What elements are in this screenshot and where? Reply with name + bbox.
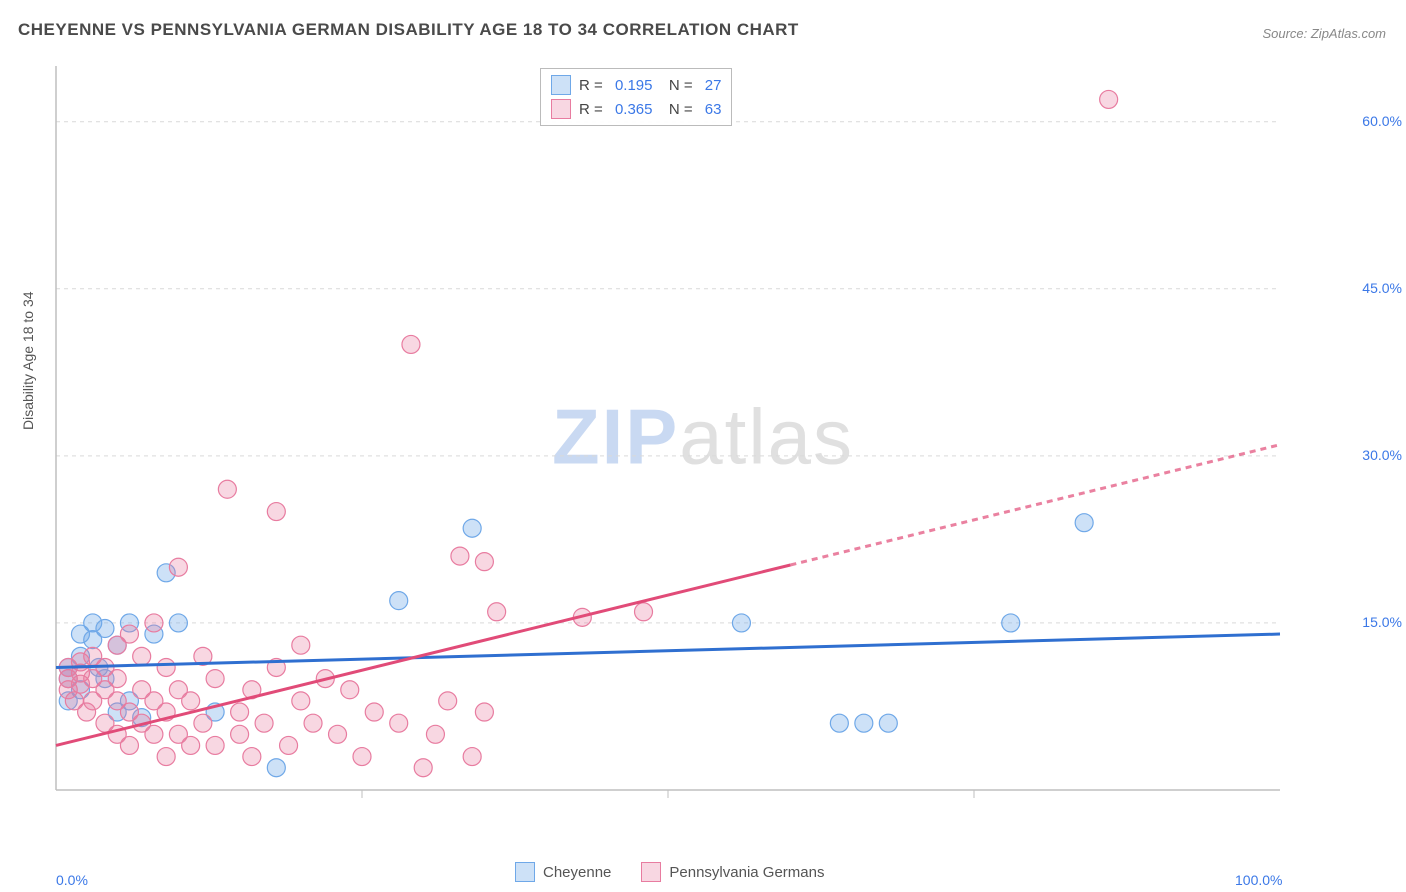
legend-r-label: R = — [579, 77, 607, 94]
y-tick-label: 60.0% — [1362, 113, 1402, 129]
legend-item: Cheyenne — [515, 862, 611, 882]
legend-label: Pennsylvania Germans — [669, 864, 824, 881]
correlation-legend: R = 0.195 N = 27 R = 0.365 N = 63 — [540, 68, 732, 126]
chart-title: CHEYENNE VS PENNSYLVANIA GERMAN DISABILI… — [18, 20, 799, 40]
legend-n-value: 63 — [705, 101, 722, 118]
y-tick-label: 30.0% — [1362, 447, 1402, 463]
source-attribution: Source: ZipAtlas.com — [1262, 26, 1386, 41]
legend-item: Pennsylvania Germans — [641, 862, 824, 882]
legend-n-label: N = — [660, 77, 696, 94]
legend-n-label: N = — [660, 101, 696, 118]
y-tick-label: 15.0% — [1362, 614, 1402, 630]
x-tick-label: 100.0% — [1235, 872, 1282, 888]
series-legend: Cheyenne Pennsylvania Germans — [515, 862, 824, 882]
legend-r-value: 0.365 — [615, 101, 653, 118]
legend-swatch — [641, 862, 661, 882]
y-tick-label: 45.0% — [1362, 280, 1402, 296]
legend-label: Cheyenne — [543, 864, 611, 881]
legend-r-value: 0.195 — [615, 77, 653, 94]
legend-n-value: 27 — [705, 77, 722, 94]
legend-r-label: R = — [579, 101, 607, 118]
legend-swatch — [515, 862, 535, 882]
scatter-chart — [50, 60, 1340, 830]
x-tick-label: 0.0% — [56, 872, 88, 888]
y-axis-label: Disability Age 18 to 34 — [20, 291, 36, 430]
legend-swatch — [551, 99, 571, 119]
legend-swatch — [551, 75, 571, 95]
